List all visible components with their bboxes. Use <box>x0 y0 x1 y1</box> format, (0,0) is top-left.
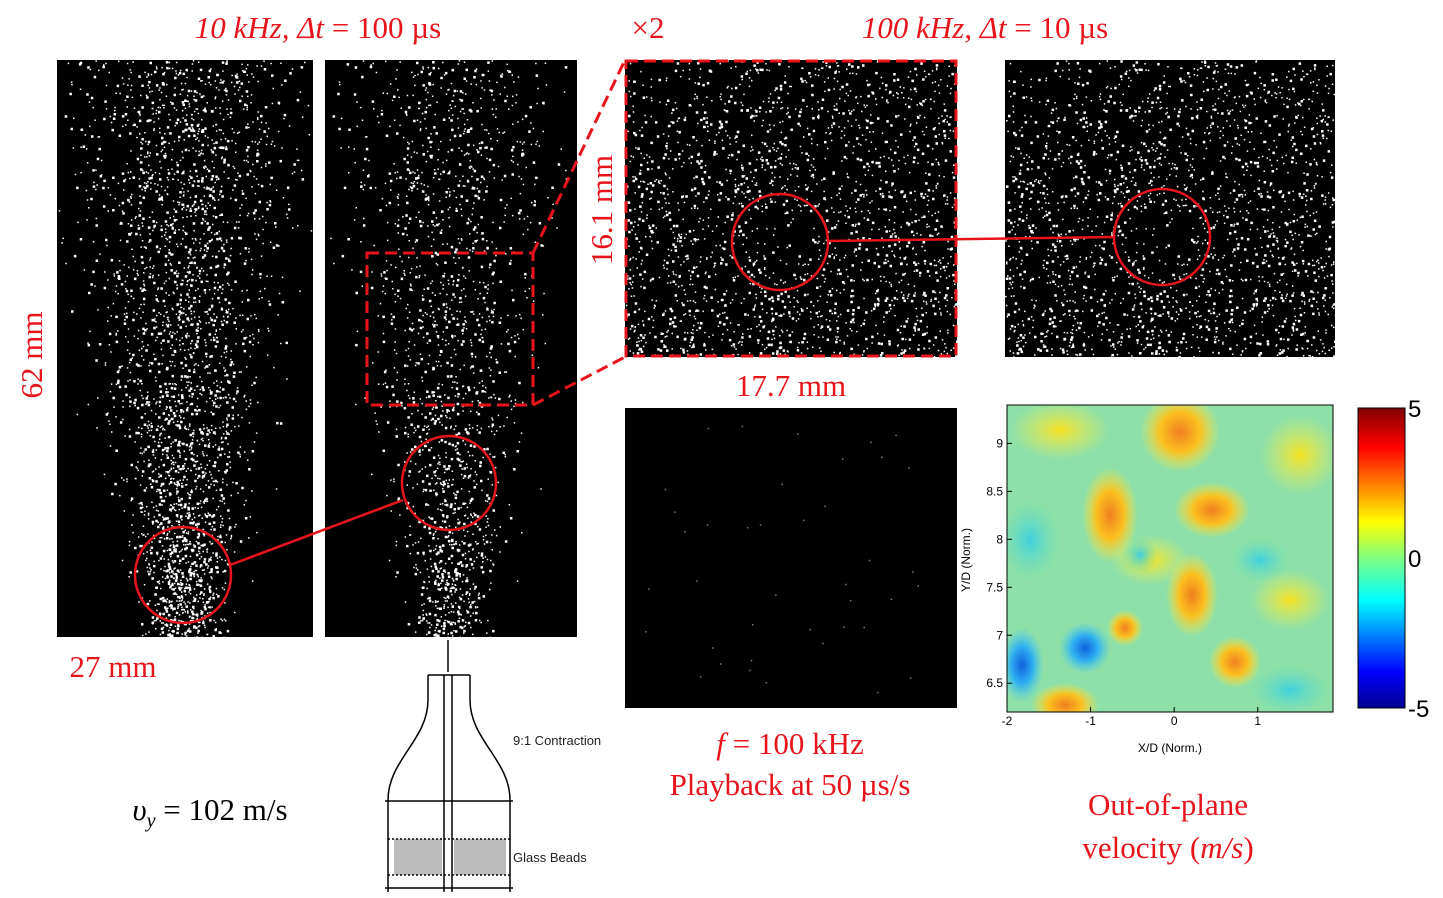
y-tick-label: 7 <box>996 628 1003 642</box>
y-axis-label: Y/D (Norm.) <box>959 528 973 592</box>
title-rest: = 10 µs <box>1007 10 1109 45</box>
playback-label: f = 100 kHz <box>716 726 864 761</box>
diagram-label: Glass Beads <box>513 850 587 865</box>
rest: = 102 m/s <box>156 792 288 827</box>
x-tick-label: -1 <box>1085 714 1096 728</box>
colorbar-tick-label: 5 <box>1408 396 1421 423</box>
x-tick-label: 0 <box>1171 714 1178 728</box>
subscript: y <box>145 810 156 832</box>
x-tick-label: -2 <box>1002 714 1013 728</box>
x-axis-label: X/D (Norm.) <box>1138 741 1202 755</box>
y-tick-label: 7.5 <box>986 580 1003 594</box>
title-italic: 100 kHz, Δt <box>862 10 1008 45</box>
title-italic: 10 kHz, Δt <box>195 10 326 45</box>
dimension-label: 16.1 mm <box>584 155 619 265</box>
y-tick-label: 8.5 <box>986 484 1003 498</box>
diagram-label: 9:1 Contraction <box>513 733 601 748</box>
piv-image <box>625 60 957 357</box>
rest: = 100 kHz <box>725 726 864 761</box>
symbol: υ <box>132 792 146 827</box>
colorbar-tick-label: 0 <box>1408 546 1421 573</box>
figure: 10 kHz, Δt = 100 µs ×2 100 kHz, Δt = 10 … <box>0 0 1443 898</box>
panel-title: 100 kHz, Δt = 10 µs <box>862 10 1108 45</box>
piv-image <box>1005 60 1335 357</box>
panel-title: 10 kHz, Δt = 100 µs <box>195 10 441 45</box>
playback-label: Playback at 50 µs/s <box>670 767 911 802</box>
caption-units: m/s <box>1200 830 1243 865</box>
velocity-field <box>1000 392 1340 727</box>
velocity-label: υy = 102 m/s <box>132 792 287 832</box>
map-caption: velocity (m/s) <box>1082 830 1253 865</box>
caption-text: ) <box>1243 830 1253 865</box>
title-rest: = 100 µs <box>324 10 441 45</box>
y-tick-label: 8 <box>996 532 1003 546</box>
colorbar-tick-label: -5 <box>1408 696 1429 723</box>
y-tick-label: 9 <box>996 436 1003 450</box>
piv-image <box>625 408 957 708</box>
y-tick-label: 6.5 <box>986 676 1003 690</box>
map-caption: Out-of-plane <box>1088 787 1248 822</box>
x-tick-label: 1 <box>1254 714 1261 728</box>
dimension-label: 17.7 mm <box>736 368 846 403</box>
dimension-label: 62 mm <box>14 312 49 399</box>
caption-text: velocity ( <box>1082 830 1200 865</box>
dimension-label: 27 mm <box>70 649 157 684</box>
nozzle-diagram <box>385 640 513 892</box>
colorbar <box>1358 408 1405 708</box>
zoom-label: ×2 <box>632 10 665 45</box>
